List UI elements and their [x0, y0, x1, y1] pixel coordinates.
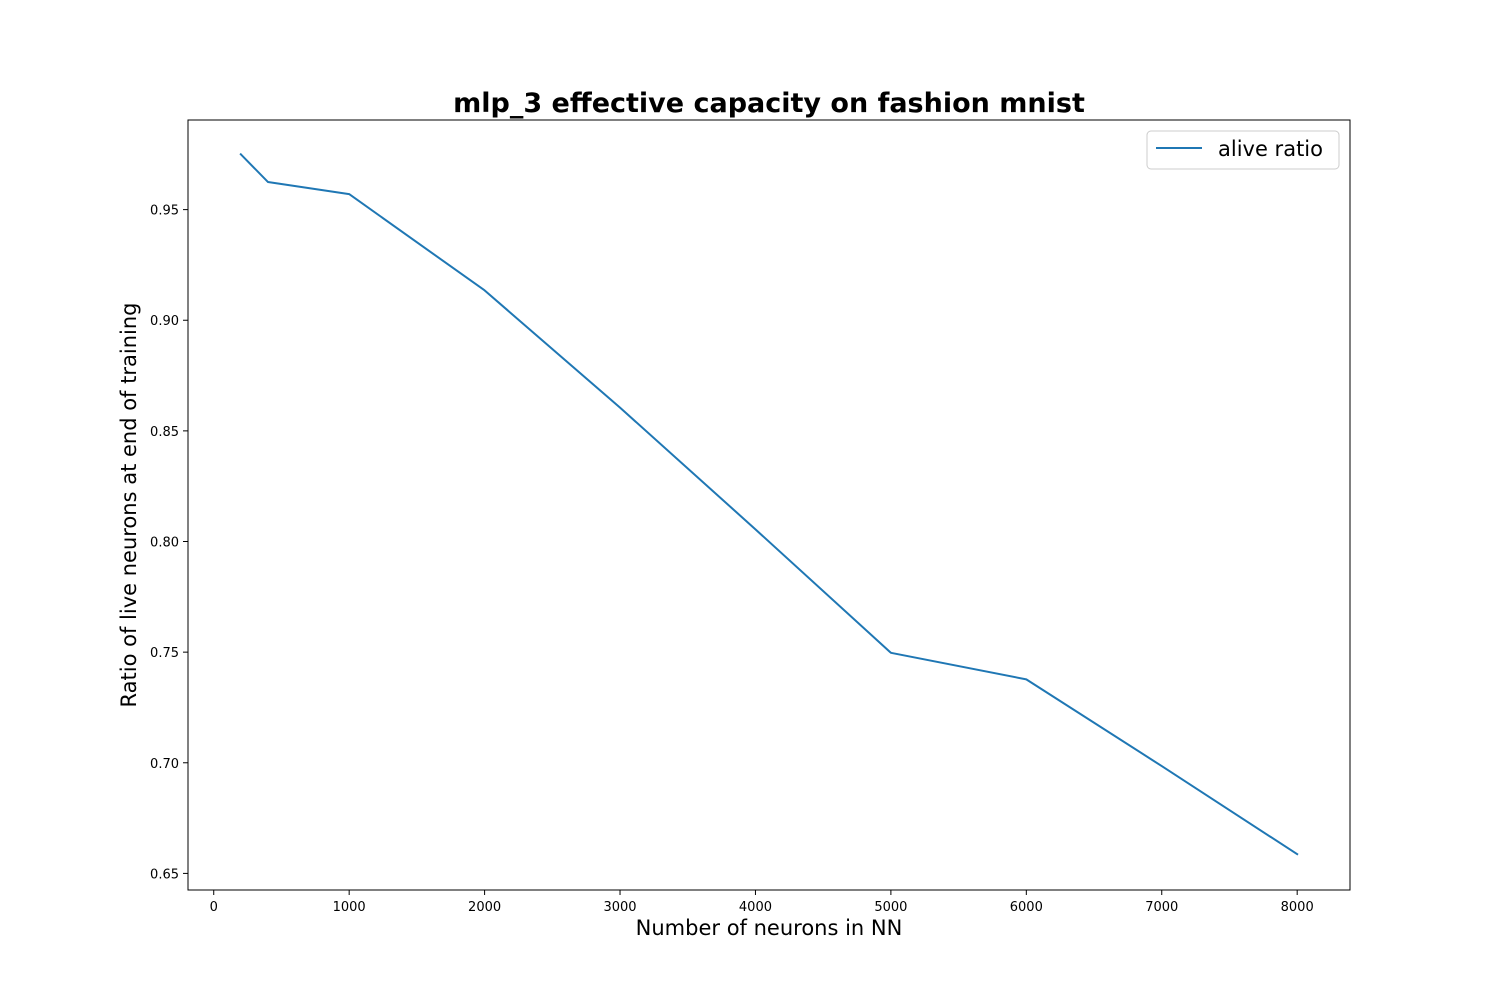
x-tick-label: 3000: [603, 900, 636, 915]
series-line-0: [239, 152, 1299, 856]
legend-box: [1146, 130, 1340, 170]
legend: alive ratio: [1146, 130, 1340, 170]
plot-frame: [187, 119, 1351, 891]
data-point: [619, 407, 621, 409]
y-tick-label: 0.65: [150, 867, 179, 882]
y-tick-label: 0.90: [150, 314, 179, 329]
x-tick-label: 8000: [1281, 900, 1314, 915]
y-tick-label: 0.85: [150, 425, 179, 440]
x-tick-label: 5000: [874, 900, 907, 915]
y-tick-label: 0.80: [150, 536, 179, 551]
x-tick-label: 2000: [468, 900, 501, 915]
y-tick-label: 0.70: [150, 757, 179, 772]
data-point: [754, 528, 756, 530]
y-axis-ticks: 0.65 0.70 0.75 0.80 0.85 0.90 0.95: [150, 204, 188, 882]
x-axis-ticks: 0 1000 2000 3000 4000 5000 6000 7000 8000: [210, 890, 1314, 915]
x-tick-label: 4000: [739, 900, 772, 915]
data-point: [890, 652, 892, 654]
x-axis-label: Number of neurons in NN: [636, 916, 903, 940]
x-tick-label: 6000: [1010, 900, 1043, 915]
data-point: [1161, 765, 1163, 767]
y-axis-label: Ratio of live neurons at end of training: [117, 303, 141, 708]
y-tick-label: 0.95: [150, 204, 179, 219]
data-point: [267, 181, 269, 183]
data-point: [484, 289, 486, 291]
chart-title: mlp_3 effective capacity on fashion mnis…: [453, 88, 1085, 119]
data-point: [1296, 853, 1298, 855]
x-tick-label: 0: [210, 900, 218, 915]
plot-lines: [239, 152, 1299, 856]
data-point: [348, 193, 350, 195]
y-tick-label: 0.75: [150, 646, 179, 661]
x-tick-label: 1000: [333, 900, 366, 915]
data-point: [240, 153, 242, 155]
x-tick-label: 7000: [1145, 900, 1178, 915]
legend-label-alive-ratio: alive ratio: [1218, 137, 1323, 161]
data-point: [1025, 678, 1027, 680]
